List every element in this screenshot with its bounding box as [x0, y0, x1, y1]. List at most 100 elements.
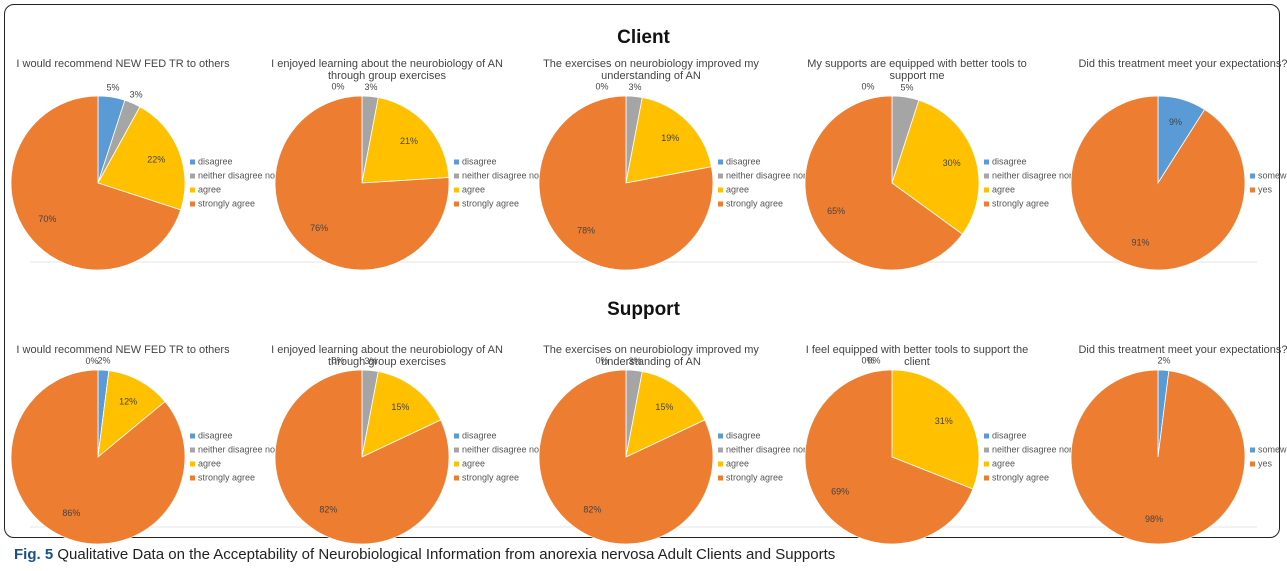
pie-title: I feel equipped with better tools to sup… — [805, 344, 1029, 368]
legend-swatch — [984, 173, 989, 179]
legend-swatch — [190, 475, 195, 481]
pie-title: Did this treatment meet your expectation… — [1078, 58, 1287, 70]
legend-label: agree — [726, 184, 749, 194]
legend-swatch — [454, 475, 459, 481]
data-label: 19% — [661, 133, 679, 143]
caption: Fig. 5 Qualitative Data on the Acceptabi… — [14, 546, 835, 563]
legend-label: disagree — [726, 156, 761, 166]
pie-slice — [804, 369, 974, 545]
pie-slice — [274, 95, 450, 271]
pie-title: I enjoyed learning about the neurobiolog… — [271, 344, 503, 368]
pie-title: The exercises on neurobiology improved m… — [543, 344, 759, 368]
legend-label: neither disagree nor agree — [726, 170, 832, 180]
data-label: 0% — [331, 355, 344, 365]
legend-label: disagree — [462, 156, 497, 166]
data-label: 30% — [943, 158, 961, 168]
data-label: 21% — [400, 136, 418, 146]
pie-title: I would recommend NEW FED TR to others — [16, 58, 230, 70]
pie-title: Did this treatment meet your expectation… — [1078, 344, 1287, 356]
legend-swatch — [984, 159, 989, 165]
data-label: 3% — [130, 89, 143, 99]
data-label: 69% — [831, 487, 849, 497]
pie-slice — [538, 95, 714, 271]
legend-swatch — [984, 447, 989, 453]
legend-swatch — [454, 187, 459, 193]
data-label: 0% — [595, 355, 608, 365]
legend-label: disagree — [992, 156, 1027, 166]
legend-label: strongly agree — [198, 198, 255, 208]
legend-swatch — [718, 173, 723, 179]
data-label: 3% — [365, 82, 378, 92]
data-label: 0% — [595, 81, 608, 91]
legend-label: agree — [462, 184, 485, 194]
data-label: 22% — [147, 154, 165, 164]
legend-label: disagree — [462, 430, 497, 440]
legend-label: strongly agree — [198, 472, 255, 482]
pie-slice — [97, 106, 186, 211]
legend-swatch — [984, 187, 989, 193]
data-label: 86% — [62, 508, 80, 518]
pie-slice — [10, 95, 182, 271]
data-label: 91% — [1132, 238, 1150, 248]
legend-swatch — [454, 461, 459, 467]
data-label: 0% — [861, 355, 874, 365]
pie-slice — [891, 369, 980, 490]
pie-slice — [625, 371, 706, 458]
legend-label: disagree — [992, 430, 1027, 440]
section-title: Support — [607, 299, 680, 320]
data-label: 0% — [86, 356, 99, 366]
legend-swatch — [1250, 461, 1255, 467]
legend-label: yes — [1258, 458, 1273, 468]
pie-slice — [625, 97, 712, 184]
legend-label: somewhat — [1258, 444, 1287, 454]
legend-swatch — [190, 461, 195, 467]
pie-slice — [1070, 95, 1246, 271]
legend-swatch — [718, 433, 723, 439]
pie-slice — [804, 95, 963, 271]
pie-slice — [1070, 369, 1246, 545]
data-label: 0% — [867, 355, 880, 365]
legend-label: disagree — [198, 430, 233, 440]
legend-swatch — [984, 201, 989, 207]
data-label: 3% — [629, 356, 642, 366]
legend-label: strongly agree — [992, 198, 1049, 208]
legend-swatch — [1250, 187, 1255, 193]
caption-text: Qualitative Data on the Acceptability of… — [57, 546, 836, 563]
pie-slice — [97, 370, 166, 458]
data-label: 2% — [1158, 356, 1171, 366]
legend-label: agree — [992, 458, 1015, 468]
data-label: 5% — [107, 83, 120, 93]
legend-swatch — [190, 201, 195, 207]
legend-swatch — [190, 173, 195, 179]
legend-label: neither disagree nor agree — [726, 444, 832, 454]
legend-swatch — [984, 461, 989, 467]
data-label: 12% — [119, 396, 137, 406]
pie-title: I enjoyed learning about the neurobiolog… — [271, 58, 503, 82]
legend-label: somewhat — [1258, 170, 1287, 180]
data-label: 0% — [861, 81, 874, 91]
pie-title: My supports are equipped with better too… — [807, 58, 1027, 82]
pie-slice — [891, 99, 980, 235]
legend-swatch — [190, 159, 195, 165]
legend-label: strongly agree — [726, 472, 783, 482]
pie-title: I would recommend NEW FED TR to others — [16, 344, 230, 356]
legend-label: agree — [198, 184, 221, 194]
pie-title: The exercises on neurobiology improved m… — [543, 58, 759, 82]
data-label: 31% — [935, 416, 953, 426]
data-label: 2% — [98, 356, 111, 366]
legend-swatch — [718, 201, 723, 207]
legend-swatch — [984, 433, 989, 439]
data-label: 82% — [583, 504, 601, 514]
legend-label: strongly agree — [726, 198, 783, 208]
legend-swatch — [718, 159, 723, 165]
legend-label: agree — [198, 458, 221, 468]
legend-label: neither disagree nor agree — [992, 170, 1098, 180]
legend-label: agree — [992, 184, 1015, 194]
data-label: 65% — [827, 206, 845, 216]
data-label: 76% — [310, 223, 328, 233]
legend-swatch — [454, 159, 459, 165]
data-label: 15% — [655, 402, 673, 412]
legend-swatch — [1250, 447, 1255, 453]
legend-label: strongly agree — [992, 472, 1049, 482]
